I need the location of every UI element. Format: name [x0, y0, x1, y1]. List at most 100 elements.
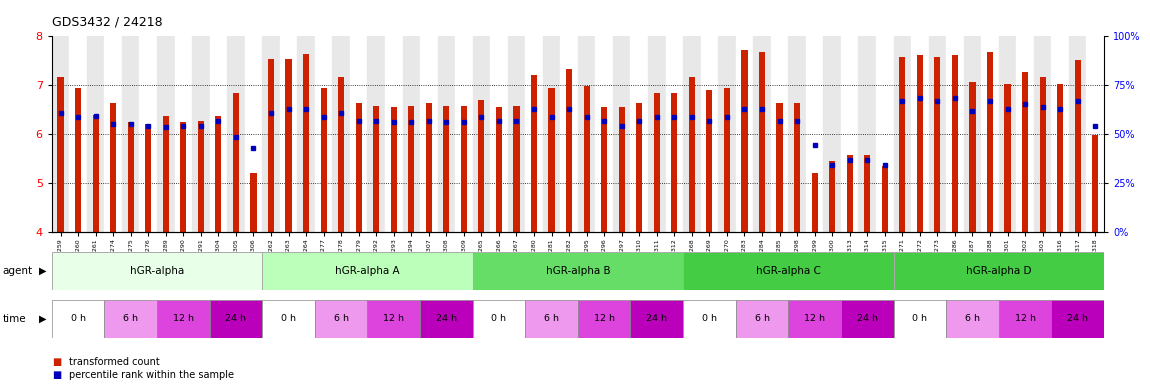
Bar: [987, 52, 994, 232]
Bar: [279, 36, 298, 232]
Text: 6 h: 6 h: [754, 314, 769, 323]
Bar: [981, 36, 999, 232]
Bar: [736, 300, 789, 338]
Bar: [420, 36, 438, 232]
Text: 0 h: 0 h: [70, 314, 85, 323]
Bar: [583, 86, 590, 232]
Bar: [420, 300, 473, 338]
Bar: [789, 300, 841, 338]
Bar: [198, 121, 204, 232]
Bar: [560, 36, 578, 232]
Bar: [478, 100, 484, 232]
Bar: [508, 36, 526, 232]
Bar: [864, 155, 871, 232]
Bar: [128, 122, 133, 232]
Bar: [829, 161, 835, 232]
Text: ■: ■: [52, 370, 61, 380]
Bar: [841, 300, 894, 338]
Bar: [158, 36, 175, 232]
Bar: [683, 36, 700, 232]
Bar: [770, 36, 789, 232]
Bar: [268, 58, 274, 232]
Bar: [175, 36, 192, 232]
Bar: [946, 300, 998, 338]
Bar: [718, 36, 736, 232]
Text: GDS3432 / 24218: GDS3432 / 24218: [52, 16, 162, 29]
Bar: [1087, 36, 1104, 232]
Bar: [181, 122, 186, 232]
Text: 6 h: 6 h: [544, 314, 559, 323]
Bar: [302, 54, 309, 232]
Bar: [1034, 36, 1051, 232]
Bar: [543, 36, 560, 232]
Bar: [894, 252, 1104, 290]
Text: percentile rank within the sample: percentile rank within the sample: [69, 370, 233, 380]
Bar: [601, 108, 607, 232]
Bar: [526, 300, 578, 338]
Bar: [700, 36, 718, 232]
Bar: [683, 252, 894, 290]
Bar: [285, 58, 292, 232]
Bar: [69, 36, 87, 232]
Text: 24 h: 24 h: [436, 314, 457, 323]
Bar: [823, 36, 841, 232]
Bar: [443, 106, 450, 232]
Bar: [52, 300, 105, 338]
Bar: [531, 74, 537, 232]
Bar: [355, 103, 362, 232]
Bar: [232, 93, 239, 232]
Bar: [408, 106, 414, 232]
Bar: [338, 77, 344, 232]
Bar: [706, 90, 713, 232]
Text: 12 h: 12 h: [593, 314, 615, 323]
Bar: [262, 252, 473, 290]
Text: 24 h: 24 h: [225, 314, 246, 323]
Text: hGR-alpha: hGR-alpha: [130, 266, 184, 276]
Bar: [858, 36, 876, 232]
Bar: [1057, 84, 1064, 232]
Bar: [496, 108, 503, 232]
Bar: [723, 88, 730, 232]
Bar: [613, 36, 630, 232]
Bar: [596, 36, 613, 232]
Bar: [158, 300, 209, 338]
Bar: [1070, 36, 1087, 232]
Bar: [105, 36, 122, 232]
Bar: [215, 116, 222, 232]
Bar: [917, 55, 923, 232]
Bar: [882, 166, 888, 232]
Bar: [899, 57, 905, 232]
Text: ▶: ▶: [39, 266, 47, 276]
Text: 6 h: 6 h: [123, 314, 138, 323]
Bar: [526, 36, 543, 232]
Text: hGR-alpha A: hGR-alpha A: [335, 266, 400, 276]
Text: time: time: [2, 314, 26, 324]
Bar: [636, 103, 643, 232]
Text: ▶: ▶: [39, 314, 47, 324]
Bar: [426, 103, 432, 232]
Bar: [461, 106, 467, 232]
Bar: [776, 103, 783, 232]
Bar: [999, 300, 1051, 338]
Bar: [689, 77, 695, 232]
Bar: [145, 124, 152, 232]
Bar: [952, 55, 958, 232]
Bar: [929, 36, 946, 232]
Bar: [759, 52, 765, 232]
Bar: [228, 36, 245, 232]
Text: transformed count: transformed count: [69, 357, 160, 367]
Bar: [753, 36, 770, 232]
Bar: [92, 115, 99, 232]
Bar: [315, 300, 368, 338]
Bar: [438, 36, 455, 232]
Bar: [566, 69, 573, 232]
Bar: [672, 93, 677, 232]
Bar: [245, 36, 262, 232]
Bar: [1017, 36, 1034, 232]
Text: 24 h: 24 h: [857, 314, 877, 323]
Text: 12 h: 12 h: [1014, 314, 1036, 323]
Bar: [385, 36, 402, 232]
Bar: [549, 88, 554, 232]
Bar: [653, 93, 660, 232]
Bar: [321, 88, 327, 232]
